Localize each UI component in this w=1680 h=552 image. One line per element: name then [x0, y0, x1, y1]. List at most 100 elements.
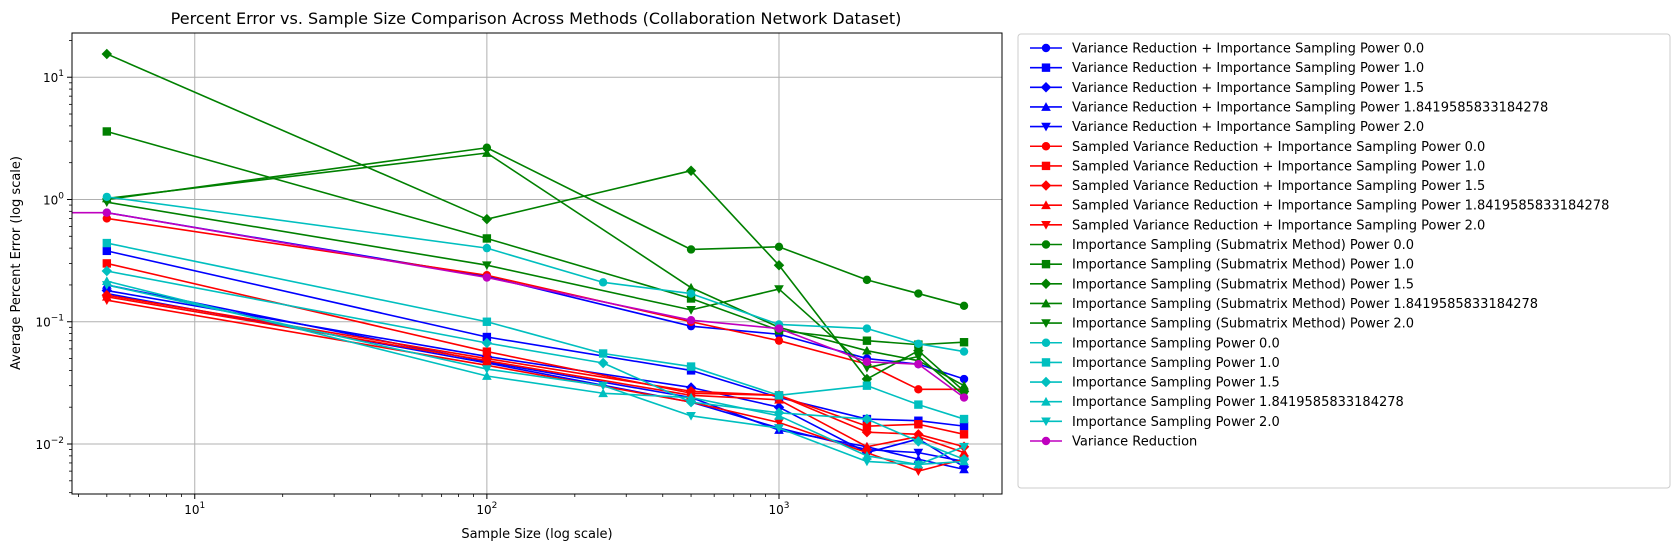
- data-point: [101, 48, 113, 60]
- legend-label: Importance Sampling (Submatrix Method) P…: [1072, 238, 1414, 253]
- series-20: [101, 281, 969, 470]
- data-point: [959, 374, 969, 384]
- legend-item: Variance Reduction + Importance Sampling…: [1030, 81, 1424, 96]
- data-point: [686, 362, 696, 371]
- legend-swatch-marker: [1041, 43, 1051, 53]
- series-17: [102, 238, 969, 424]
- data-point: [914, 359, 923, 369]
- legend-frame: [1017, 33, 1671, 489]
- data-point: [959, 347, 969, 356]
- data-point: [598, 388, 608, 398]
- data-point: [686, 306, 696, 315]
- data-point: [101, 265, 113, 277]
- plot-area: 101 102 103 10−2 10−1 100 101: [35, 32, 1003, 517]
- data-point: [862, 381, 872, 390]
- data-point: [101, 281, 112, 290]
- legend-swatch-marker: [1040, 82, 1052, 93]
- data-point: [959, 414, 969, 424]
- data-point: [686, 392, 696, 402]
- series-16: [102, 192, 969, 356]
- data-point: [861, 413, 873, 425]
- legend: Variance Reduction + Importance Sampling…: [1017, 33, 1671, 489]
- legend-label: Importance Sampling Power 1.841958583318…: [1072, 395, 1404, 410]
- data-point: [959, 447, 969, 457]
- legend-label: Sampled Variance Reduction + Importance …: [1072, 179, 1485, 194]
- data-point: [959, 380, 969, 390]
- data-point: [914, 289, 923, 298]
- data-point: [773, 401, 785, 413]
- data-point: [686, 289, 696, 298]
- data-point: [862, 363, 872, 373]
- legend-item: Importance Sampling (Submatrix Method) P…: [1030, 277, 1414, 292]
- legend-item: Importance Sampling (Submatrix Method) P…: [1030, 297, 1538, 312]
- legend-label: Variance Reduction: [1072, 435, 1197, 450]
- data-point: [102, 214, 112, 223]
- data-point: [482, 261, 492, 271]
- data-point: [597, 357, 609, 369]
- legend-label: Sampled Variance Reduction + Importance …: [1072, 218, 1485, 233]
- data-point: [862, 275, 872, 285]
- legend-swatch-marker: [1040, 376, 1052, 388]
- legend-item: Sampled Variance Reduction + Importance …: [1030, 179, 1485, 194]
- data-point: [959, 464, 969, 474]
- data-point: [959, 393, 969, 402]
- legend-item: Importance Sampling Power 1.5: [1030, 376, 1280, 391]
- legend-swatch-marker: [1041, 240, 1051, 249]
- legend-swatch-marker: [1041, 298, 1051, 308]
- legend-item: Importance Sampling (Submatrix Method) P…: [1030, 238, 1414, 253]
- data-point: [482, 371, 492, 380]
- data-point: [862, 345, 872, 355]
- legend-item: Variance Reduction + Importance Sampling…: [1030, 120, 1424, 135]
- legend-label: Sampled Variance Reduction + Importance …: [1072, 199, 1609, 214]
- legend-items: Variance Reduction + Importance Sampling…: [1030, 42, 1609, 450]
- legend-item: Variance Reduction + Importance Sampling…: [1030, 61, 1424, 76]
- legend-swatch-marker: [1041, 436, 1051, 446]
- series-line: [106, 196, 965, 353]
- data-point: [774, 410, 784, 420]
- data-point: [685, 165, 697, 176]
- legend-label: Variance Reduction + Importance Sampling…: [1072, 61, 1424, 76]
- x-tick-label: 102: [476, 501, 497, 517]
- data-point: [598, 349, 608, 358]
- data-point: [914, 339, 923, 349]
- data-point: [913, 460, 924, 470]
- data-point: [482, 365, 492, 374]
- data-point: [774, 285, 784, 294]
- data-point: [482, 273, 492, 282]
- legend-swatch-marker: [1041, 161, 1051, 171]
- y-tick-label: 101: [43, 69, 64, 85]
- legend-item: Importance Sampling (Submatrix Method) P…: [1030, 317, 1414, 332]
- legend-item: Importance Sampling Power 2.0: [1030, 415, 1280, 430]
- legend-swatch-marker: [1041, 396, 1051, 406]
- legend-label: Importance Sampling (Submatrix Method) P…: [1072, 297, 1538, 312]
- data-point: [482, 317, 492, 326]
- legend-swatch-marker: [1040, 180, 1052, 191]
- legend-item: Sampled Variance Reduction + Importance …: [1030, 199, 1609, 214]
- data-point: [686, 294, 696, 303]
- data-point: [861, 426, 873, 438]
- data-point: [686, 245, 696, 254]
- x-axis-label: Sample Size (log scale): [461, 527, 612, 542]
- data-point: [482, 148, 492, 157]
- legend-swatch-marker: [1041, 200, 1051, 210]
- data-point: [774, 418, 784, 428]
- data-point: [913, 448, 924, 458]
- data-point: [481, 337, 493, 349]
- data-point: [913, 436, 924, 447]
- data-point: [101, 198, 112, 208]
- data-point: [959, 338, 969, 347]
- x-tick-label: 103: [768, 501, 789, 517]
- series-line: [106, 280, 965, 466]
- legend-label: Importance Sampling Power 1.0: [1072, 356, 1280, 371]
- data-point: [959, 421, 969, 431]
- y-tick-label: 100: [43, 191, 64, 207]
- legend-item: Importance Sampling Power 1.0: [1030, 356, 1280, 371]
- ticks: 101 102 103 10−2 10−1 100 101: [35, 40, 984, 517]
- legend-item: Importance Sampling Power 0.0: [1030, 336, 1280, 351]
- legend-item: Sampled Variance Reduction + Importance …: [1030, 140, 1485, 155]
- data-point: [598, 381, 608, 391]
- series-group: [72, 48, 970, 476]
- data-point: [102, 246, 112, 256]
- data-point: [482, 243, 492, 253]
- legend-swatch-marker: [1041, 122, 1051, 132]
